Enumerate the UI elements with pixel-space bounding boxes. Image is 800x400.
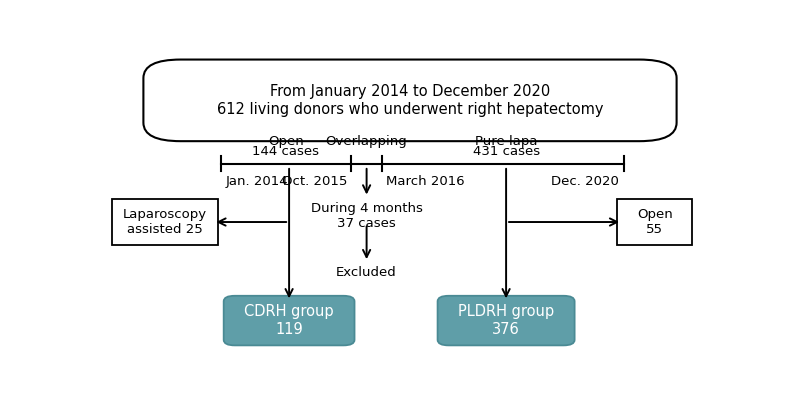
FancyBboxPatch shape bbox=[224, 296, 354, 345]
Text: Jan. 2014: Jan. 2014 bbox=[226, 175, 289, 188]
Text: 144 cases: 144 cases bbox=[253, 145, 319, 158]
Text: March 2016: March 2016 bbox=[386, 175, 465, 188]
Text: From January 2014 to December 2020
612 living donors who underwent right hepatec: From January 2014 to December 2020 612 l… bbox=[217, 84, 603, 116]
Text: Pure lapa: Pure lapa bbox=[475, 135, 538, 148]
Text: Excluded: Excluded bbox=[336, 266, 397, 279]
Text: Open: Open bbox=[268, 135, 304, 148]
Text: Oct. 2015: Oct. 2015 bbox=[282, 175, 347, 188]
Text: Open
55: Open 55 bbox=[637, 208, 673, 236]
Text: 431 cases: 431 cases bbox=[473, 145, 540, 158]
FancyBboxPatch shape bbox=[112, 199, 218, 245]
FancyBboxPatch shape bbox=[618, 199, 693, 245]
Text: Overlapping: Overlapping bbox=[326, 135, 407, 148]
FancyBboxPatch shape bbox=[143, 60, 677, 141]
Text: Dec. 2020: Dec. 2020 bbox=[551, 175, 619, 188]
Text: During 4 months
37 cases: During 4 months 37 cases bbox=[310, 202, 422, 230]
Text: Laparoscopy
assisted 25: Laparoscopy assisted 25 bbox=[123, 208, 207, 236]
Text: CDRH group
119: CDRH group 119 bbox=[244, 304, 334, 337]
Text: PLDRH group
376: PLDRH group 376 bbox=[458, 304, 554, 337]
FancyBboxPatch shape bbox=[438, 296, 574, 345]
